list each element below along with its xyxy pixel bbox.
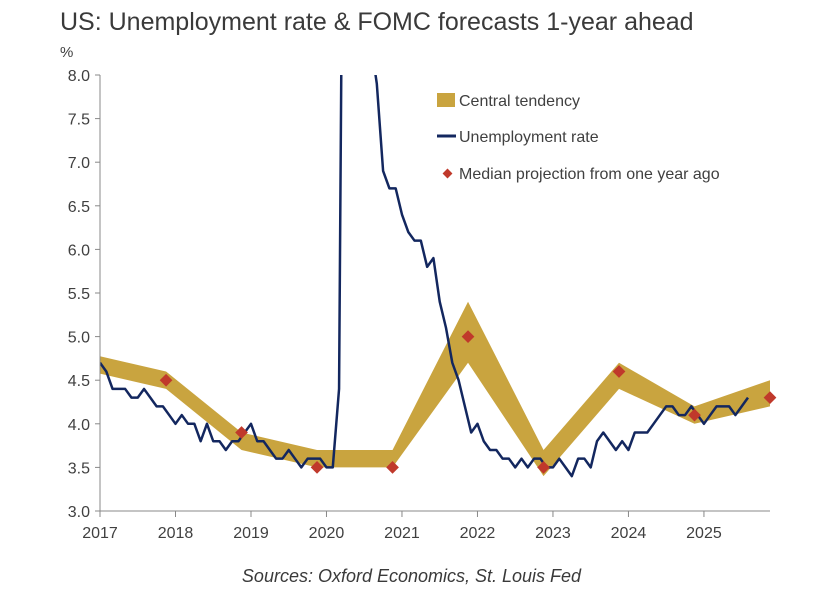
legend-label-median-projection: Median projection from one year ago [459,166,720,183]
y-tick-label: 7.0 [68,155,90,172]
legend-label-central-tendency: Central tendency [459,93,580,110]
median-projection-marker [386,461,399,474]
x-tick-label: 2023 [535,525,571,542]
x-tick-label: 2025 [686,525,722,542]
median-projection-marker [159,373,173,387]
y-tick-label: 6.5 [68,199,90,216]
x-tick-label: 2019 [233,525,269,542]
y-tick-label: 4.0 [68,417,90,434]
legend: Central tendency Unemployment rate Media… [437,93,720,183]
legend-swatch-median-projection [442,168,453,179]
legend-swatch-central-tendency [437,93,455,107]
source-note: Sources: Oxford Economics, St. Louis Fed [241,566,582,586]
y-tick-label: 4.5 [68,373,90,390]
y-tick-label: 7.5 [68,112,90,129]
x-tick-label: 2017 [82,525,118,542]
median-projection-marker [461,330,475,343]
median-projection-marker [310,461,324,474]
central-tendency-band [100,301,770,477]
x-tick-label: 2022 [460,525,496,542]
y-tick-label: 6.0 [68,242,90,259]
y-tick-label: 3.5 [68,460,90,477]
x-tick-label: 2018 [158,525,194,542]
unemployment-rate-line [100,75,749,478]
y-axis-unit: % [60,44,74,61]
legend-label-unemployment-rate: Unemployment rate [459,129,599,146]
x-tick-label: 2021 [384,525,420,542]
y-tick-label: 5.5 [68,286,90,303]
chart-title: US: Unemployment rate & FOMC forecasts 1… [60,8,694,36]
median-projection-marker [235,426,248,439]
y-tick-label: 3.0 [68,504,90,521]
x-tick-label: 2020 [309,525,345,542]
y-tick-label: 8.0 [68,68,90,85]
y-tick-label: 5.0 [68,330,90,347]
x-tick-label: 2024 [611,525,647,542]
